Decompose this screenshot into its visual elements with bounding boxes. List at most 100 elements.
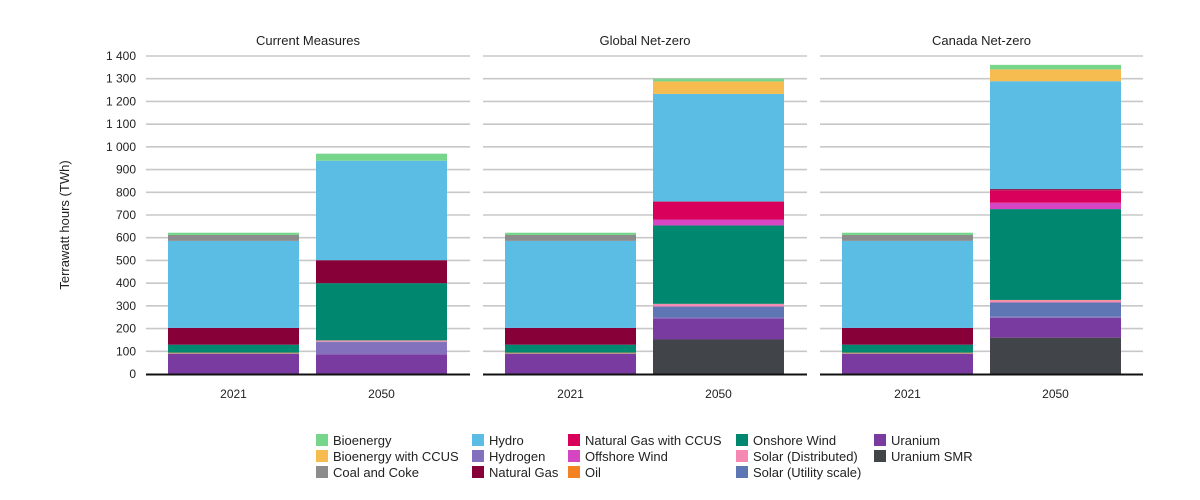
bar-segment: [653, 339, 784, 374]
legend-label: Solar (Utility scale): [753, 464, 862, 480]
bar-segment: [842, 352, 973, 354]
legend-swatch: [568, 434, 580, 446]
legend-item: Bioenergy: [316, 432, 459, 448]
bar-segment: [842, 240, 973, 328]
bar-segment: [505, 327, 636, 345]
chart-panel: Global Net-zero 2021 2050: [483, 33, 807, 401]
panel-title: Canada Net-zero: [932, 33, 1031, 48]
y-tick-label: 200: [116, 322, 136, 336]
bar-segment: [653, 304, 784, 307]
legend-swatch: [568, 466, 580, 478]
panel-title: Global Net-zero: [599, 33, 690, 48]
legend-label: Oil: [585, 464, 601, 480]
bar-segment: [653, 81, 784, 94]
legend-item: Offshore Wind: [568, 448, 722, 464]
bar-segment: [316, 341, 447, 343]
legend-item: Natural Gas with CCUS: [568, 432, 722, 448]
legend-label: Offshore Wind: [585, 448, 668, 464]
bar-segment: [505, 352, 636, 354]
y-tick-label: 300: [116, 299, 136, 313]
bar-segment: [653, 78, 784, 82]
bar-segment: [316, 153, 447, 161]
bar-segment: [842, 327, 973, 345]
y-tick-label: 1 400: [106, 49, 136, 63]
bar-segment: [505, 354, 636, 374]
bar-segment: [168, 354, 299, 374]
bar-segment: [653, 93, 784, 202]
legend-swatch: [472, 434, 484, 446]
bar-segment: [505, 344, 636, 353]
legend-label: Bioenergy: [333, 432, 392, 448]
y-tick-label: 0: [129, 367, 136, 381]
legend-label: Uranium: [891, 432, 941, 448]
bar-segment: [505, 234, 636, 241]
bar-segment: [842, 234, 973, 241]
bar-segment: [505, 240, 636, 328]
bar-segment: [316, 260, 447, 284]
legend-item: Natural Gas: [472, 464, 558, 480]
y-tick-label: 1 200: [106, 94, 136, 108]
legend-label: Bioenergy with CCUS: [333, 448, 459, 464]
x-tick-label: 2050: [1042, 387, 1069, 401]
bar-segment: [990, 302, 1121, 317]
legend-item: Bioenergy with CCUS: [316, 448, 459, 464]
bar-segment: [168, 232, 299, 235]
bar-segment: [990, 69, 1121, 82]
bar-segment: [653, 201, 784, 220]
legend-item: Coal and Coke: [316, 464, 459, 480]
y-tick-label: 1 300: [106, 72, 136, 86]
bar-segment: [316, 340, 447, 342]
bar-segment: [505, 232, 636, 235]
legend-swatch: [874, 450, 886, 462]
legend-item: Uranium SMR: [874, 448, 973, 464]
bar-segment: [842, 232, 973, 235]
bar-segment: [990, 316, 1121, 318]
legend-column: Natural Gas with CCUS Offshore Wind Oil: [568, 432, 722, 480]
bar-segment: [168, 352, 299, 354]
bar-segment: [990, 209, 1121, 300]
bar-segment: [653, 225, 784, 304]
legend-swatch: [316, 466, 328, 478]
bar-segment: [842, 344, 973, 353]
y-tick-label: 100: [116, 344, 136, 358]
bar-segment: [990, 337, 1121, 374]
chart-panel: Canada Net-zero 2021 2050: [820, 33, 1143, 401]
bar-segment: [990, 81, 1121, 190]
legend-label: Uranium SMR: [891, 448, 973, 464]
legend-item: Oil: [568, 464, 722, 480]
bar-segment: [653, 318, 784, 340]
legend-item: Onshore Wind: [736, 432, 861, 448]
bar-segment: [842, 354, 973, 374]
y-tick-label: 900: [116, 163, 136, 177]
legend-column: Hydro Hydrogen Natural Gas: [472, 432, 558, 480]
bar-segment: [653, 219, 784, 226]
panel-title: Current Measures: [256, 33, 361, 48]
legend-label: Natural Gas with CCUS: [585, 432, 722, 448]
bar-segment: [653, 306, 784, 318]
legend-label: Coal and Coke: [333, 464, 419, 480]
legend: Bioenergy Bioenergy with CCUS Coal and Cok…: [316, 432, 996, 484]
bar-segment: [990, 64, 1121, 70]
x-tick-label: 2021: [894, 387, 921, 401]
bar-segment: [316, 160, 447, 261]
legend-item: Solar (Utility scale): [736, 464, 861, 480]
bar-segment: [990, 317, 1121, 338]
y-tick-label: 600: [116, 231, 136, 245]
bar-segment: [168, 240, 299, 328]
y-tick-label: 500: [116, 253, 136, 267]
bar-segment: [168, 344, 299, 353]
x-tick-label: 2021: [220, 387, 247, 401]
legend-item: Hydro: [472, 432, 558, 448]
y-tick-label: 1 100: [106, 117, 136, 131]
legend-column: Bioenergy Bioenergy with CCUS Coal and Cok…: [316, 432, 459, 480]
legend-column: Onshore Wind Solar (Distributed) Solar (Ut…: [736, 432, 861, 480]
legend-label: Hydrogen: [489, 448, 546, 464]
y-tick-label: 800: [116, 185, 136, 199]
legend-swatch: [736, 466, 748, 478]
bar-segment: [316, 283, 447, 341]
bar-segment: [168, 327, 299, 345]
legend-label: Solar (Distributed): [753, 448, 858, 464]
chart-panel: Current Measures 2021 2050: [146, 33, 470, 401]
legend-swatch: [874, 434, 886, 446]
